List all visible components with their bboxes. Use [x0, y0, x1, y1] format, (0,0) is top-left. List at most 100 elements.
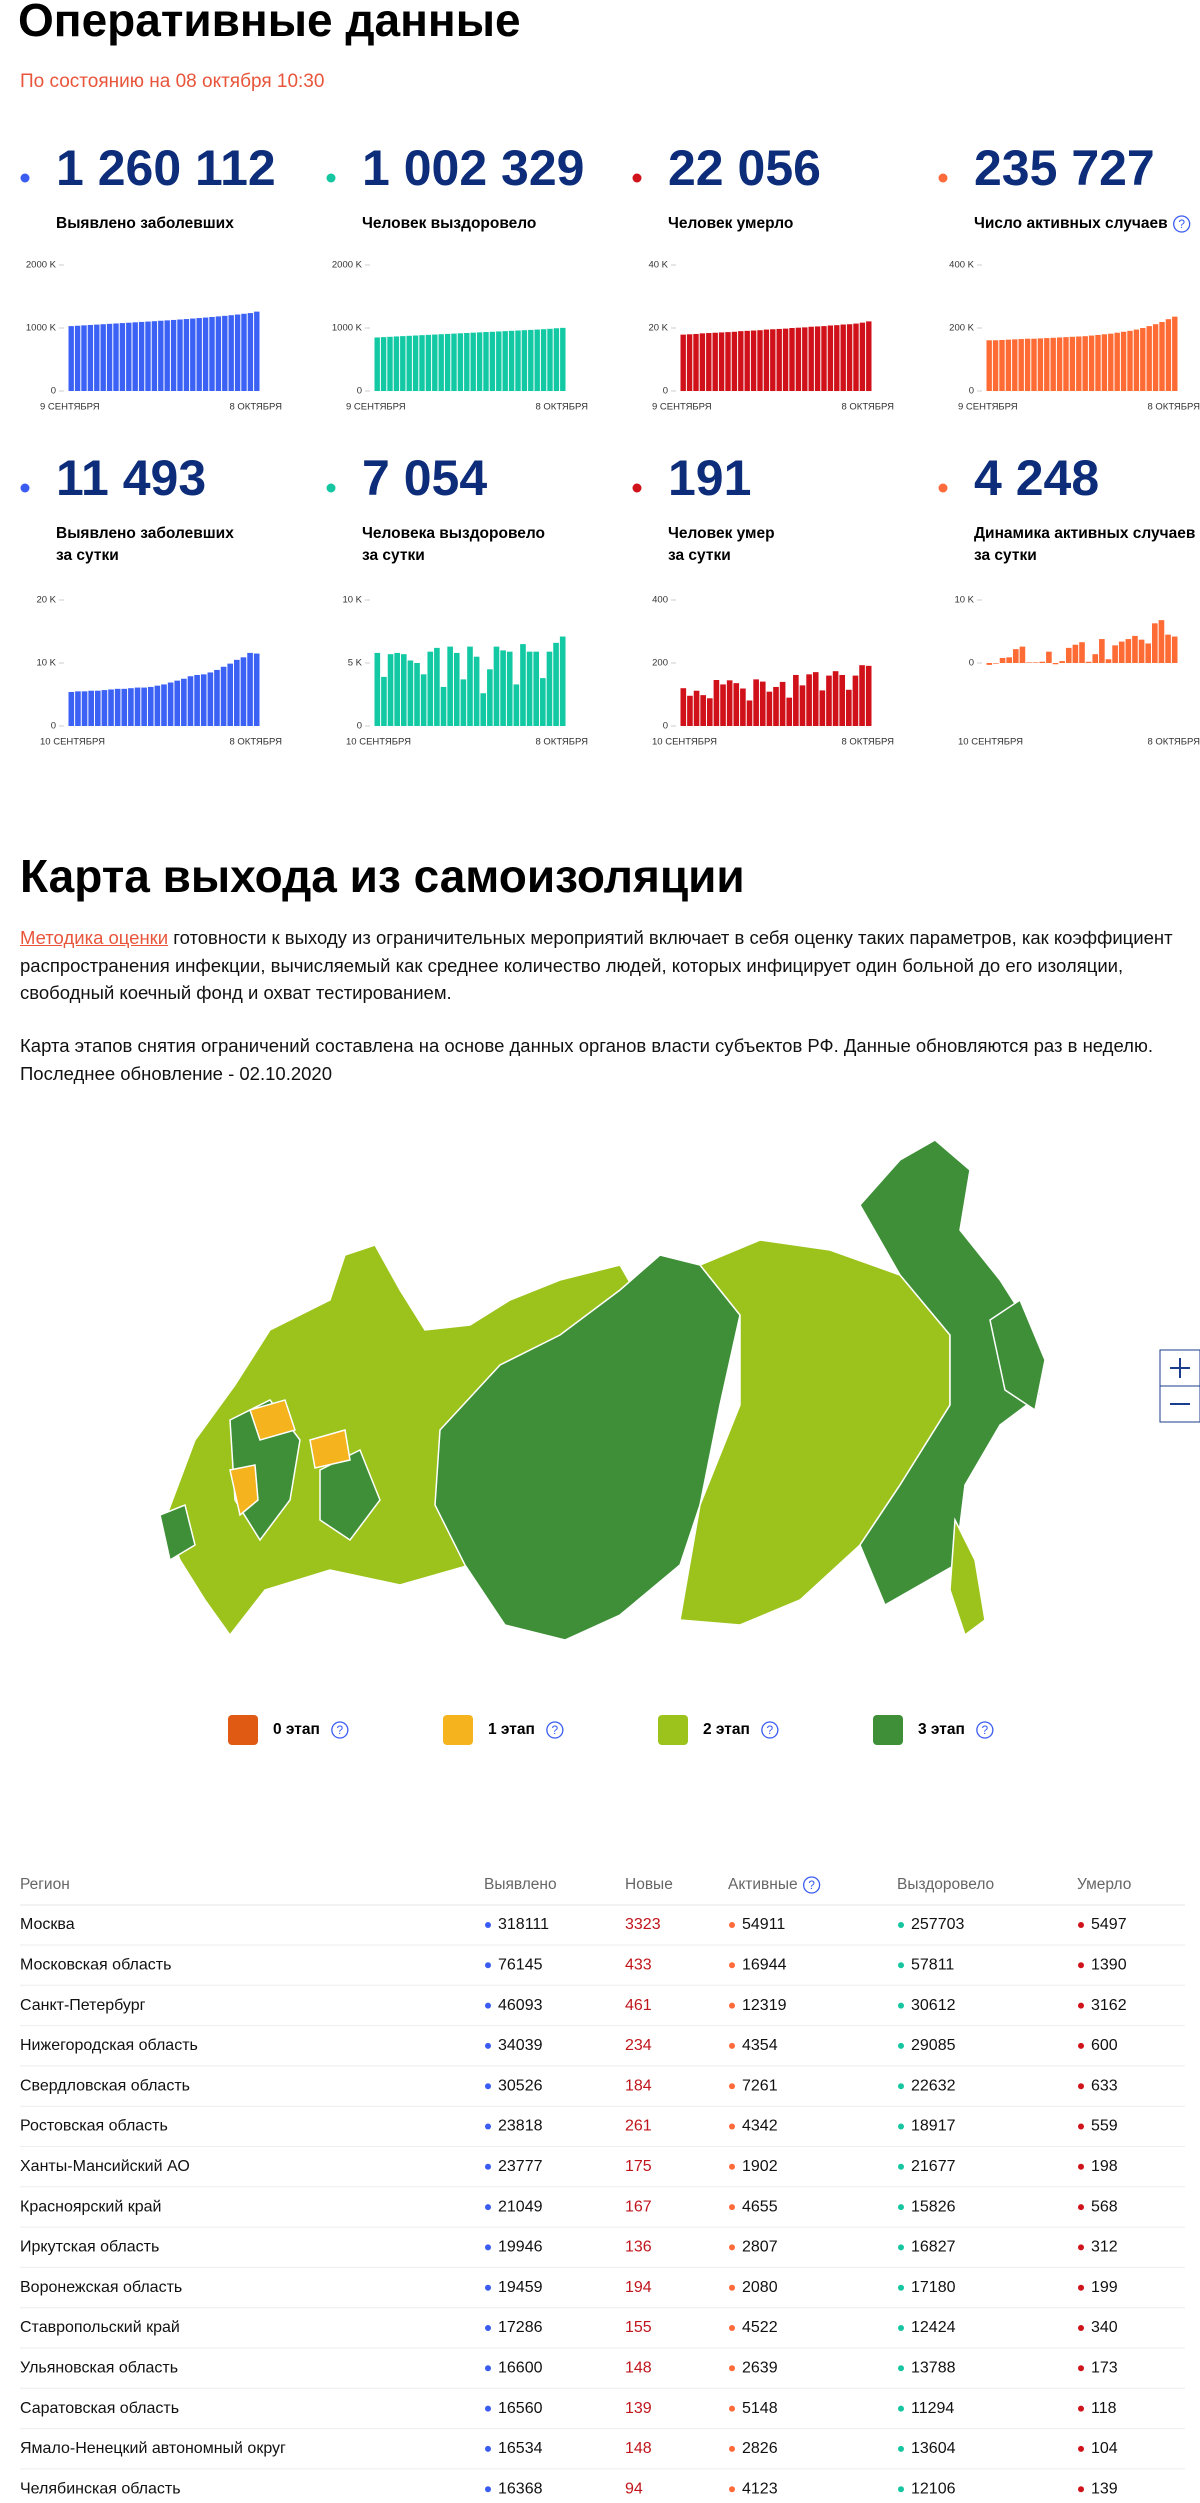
- bar: [489, 331, 496, 391]
- bar: [132, 322, 138, 391]
- table-dot: [1078, 1962, 1084, 1969]
- page-title: Оперативные данные: [18, 0, 521, 46]
- bar: [852, 675, 859, 726]
- bar: [483, 332, 489, 391]
- bar: [473, 656, 480, 726]
- table-number: 12319: [742, 1997, 787, 2014]
- bar: [786, 697, 793, 726]
- table-dot: [1078, 1922, 1084, 1928]
- bar: [106, 323, 113, 391]
- bar: [795, 327, 802, 391]
- bar: [553, 642, 559, 726]
- bar: [234, 659, 240, 726]
- table-number: 1902: [742, 2158, 778, 2175]
- method-link[interactable]: Методика оценки: [20, 927, 169, 948]
- bar: [779, 681, 786, 726]
- bar: [174, 680, 181, 726]
- card-dot: [326, 483, 336, 493]
- bar: [687, 695, 693, 726]
- bar: [100, 324, 106, 391]
- bar: [440, 686, 447, 726]
- table-dot: [729, 2204, 735, 2211]
- bar: [1005, 339, 1012, 391]
- legend-label: 1 этап: [488, 1721, 535, 1738]
- bar: [706, 333, 712, 391]
- bar: [451, 333, 457, 391]
- card-label: Человек выздоровело: [362, 215, 536, 232]
- table-number: 94: [625, 2480, 643, 2497]
- bar: [374, 652, 381, 726]
- bar: [502, 331, 508, 391]
- bar: [540, 329, 547, 391]
- bar: [200, 674, 207, 726]
- bar: [464, 332, 470, 391]
- legend-label: 2 этап: [703, 1721, 750, 1738]
- table-dot: [729, 2284, 735, 2291]
- bar: [425, 334, 432, 391]
- table-dot: [729, 2486, 735, 2493]
- bar: [460, 679, 467, 726]
- table-number: 22632: [911, 2077, 956, 2094]
- bar: [228, 315, 234, 391]
- bar: [480, 693, 487, 726]
- bar: [170, 319, 177, 391]
- bar: [560, 327, 566, 391]
- table-number: 261: [625, 2118, 652, 2135]
- bar: [782, 328, 789, 391]
- bar: [447, 646, 453, 726]
- table-dot: [729, 2325, 735, 2331]
- y-tick-label: 40 K: [648, 260, 668, 271]
- legend-swatch: [873, 1715, 903, 1745]
- bar: [699, 333, 706, 391]
- zoom-controls[interactable]: [1159, 1349, 1200, 1423]
- bar: [1159, 322, 1165, 391]
- table-number: 1390: [1091, 1957, 1127, 1974]
- bar: [750, 330, 757, 391]
- bar: [241, 313, 247, 391]
- bar: [202, 317, 209, 391]
- help-icon: [761, 1721, 779, 1739]
- bar: [1012, 649, 1019, 663]
- table-number: 118: [1091, 2400, 1117, 2417]
- table-number: 23777: [498, 2158, 543, 2175]
- bar: [476, 332, 483, 391]
- bar: [526, 651, 533, 726]
- bar: [381, 676, 387, 726]
- table-dot: [1078, 2325, 1084, 2331]
- bar: [826, 675, 832, 726]
- bar: [74, 325, 81, 391]
- y-tick-label: 1000 K: [26, 323, 57, 334]
- table-dot: [729, 2042, 735, 2049]
- bar: [101, 690, 108, 726]
- table-dot: [485, 2284, 491, 2291]
- table-number: 30526: [498, 2077, 543, 2094]
- bar: [427, 651, 434, 726]
- bar: [1063, 337, 1069, 391]
- bar: [534, 329, 540, 391]
- bar: [693, 690, 700, 726]
- bar: [1026, 662, 1032, 663]
- bar: [680, 688, 687, 726]
- table-number: 76145: [498, 1957, 543, 1974]
- y-tick-label: 400 K: [949, 260, 974, 271]
- bar: [254, 311, 260, 391]
- table-dot: [485, 2244, 491, 2251]
- table-dot: [1078, 2244, 1084, 2251]
- table-number: 19946: [498, 2239, 543, 2256]
- bar: [400, 654, 407, 726]
- x-label: 8 ОКТЯБРЯ: [1147, 737, 1200, 748]
- bar: [713, 680, 720, 726]
- table-dot: [898, 2163, 904, 2170]
- table-number: 139: [1091, 2480, 1118, 2497]
- table-number: 15826: [911, 2198, 956, 2215]
- help-icon: [802, 1876, 821, 1894]
- table-number: 16560: [498, 2400, 543, 2417]
- y-tick-label: 10 K: [36, 658, 56, 669]
- x-label: 10 СЕНТЯБРЯ: [346, 737, 411, 748]
- table-dot: [729, 2244, 735, 2251]
- table-dot: [898, 2204, 904, 2211]
- y-tick-label: 0: [357, 386, 362, 397]
- bar: [693, 333, 699, 391]
- y-tick-label: 0: [51, 386, 56, 397]
- bar: [1050, 337, 1056, 391]
